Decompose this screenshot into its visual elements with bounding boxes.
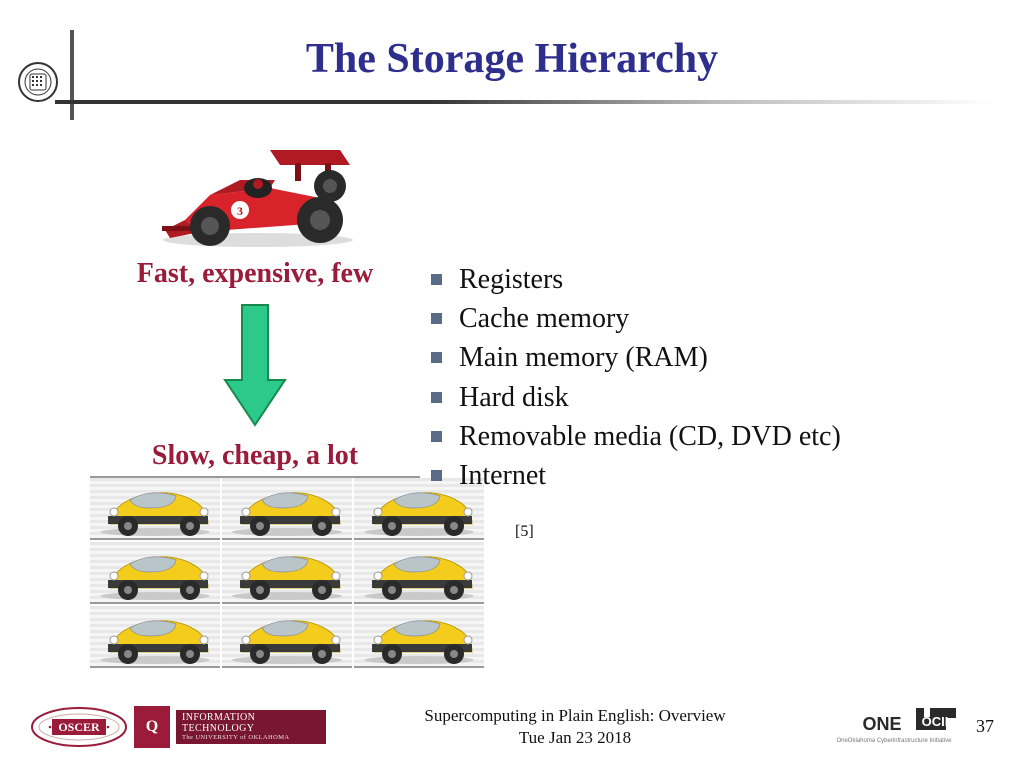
footer-center-text: Supercomputing in Plain English: Overvie… <box>326 705 824 748</box>
it-logo-line2: The UNIVERSITY of OKLAHOMA <box>182 734 326 741</box>
small-car-cell <box>354 606 484 668</box>
slide-footer: OSCER Q INFORMATION TECHNOLOGY The UNIVE… <box>0 699 1024 754</box>
hierarchy-list: Registers Cache memory Main memory (RAM)… <box>425 260 985 541</box>
page-number: 37 <box>976 716 994 737</box>
hierarchy-item: Registers <box>425 260 985 299</box>
slow-label: Slow, cheap, a lot <box>90 440 420 472</box>
hierarchy-item: Main memory (RAM) <box>425 338 985 377</box>
fast-label: Fast, expensive, few <box>90 258 420 290</box>
svg-text:OCII: OCII <box>922 714 949 729</box>
slide-title-bar: The Storage Hierarchy <box>0 35 1024 113</box>
hierarchy-item: Internet <box>425 456 985 495</box>
small-car-cell <box>90 542 220 604</box>
hierarchy-item: Hard disk <box>425 378 985 417</box>
footnote-ref: [5] <box>515 523 985 541</box>
small-car-cell <box>90 478 220 540</box>
oscer-logo-icon: OSCER <box>30 706 128 748</box>
hierarchy-item: Cache memory <box>425 299 985 338</box>
hierarchy-item: Removable media (CD, DVD etc) <box>425 417 985 456</box>
small-car-cell <box>222 606 352 668</box>
left-column: 3 Fast, expensive, few Slow, cheap, a lo… <box>90 140 420 668</box>
it-logo-line1: INFORMATION TECHNOLOGY <box>182 712 326 734</box>
footer-title: Supercomputing in Plain English: Overvie… <box>326 705 824 726</box>
down-arrow-icon <box>220 300 290 430</box>
footer-date: Tue Jan 23 2018 <box>326 727 824 748</box>
footer-logos-right: ONE OCII OneOklahoma Cyberinfrastructure… <box>824 706 994 748</box>
ou-logo-text: Q <box>146 718 158 736</box>
svg-text:OSCER: OSCER <box>58 720 100 734</box>
small-car-cell <box>90 606 220 668</box>
small-car-cell <box>354 542 484 604</box>
small-car-cell <box>222 478 352 540</box>
svg-text:ONE: ONE <box>862 714 901 734</box>
small-car-grid <box>90 476 420 668</box>
small-car-cell <box>222 542 352 604</box>
ou-logo-icon: Q <box>134 706 170 748</box>
svg-text:OneOklahoma Cyberinfrastructur: OneOklahoma Cyberinfrastructure Initiati… <box>836 738 952 744</box>
svg-text:3: 3 <box>237 204 243 218</box>
racecar-icon: 3 <box>140 140 370 250</box>
ou-it-logo-icon: INFORMATION TECHNOLOGY The UNIVERSITY of… <box>176 710 326 744</box>
oneocii-logo-icon: ONE OCII OneOklahoma Cyberinfrastructure… <box>824 706 964 748</box>
footer-logos-left: OSCER Q INFORMATION TECHNOLOGY The UNIVE… <box>30 706 326 748</box>
slide-title: The Storage Hierarchy <box>0 35 1024 83</box>
